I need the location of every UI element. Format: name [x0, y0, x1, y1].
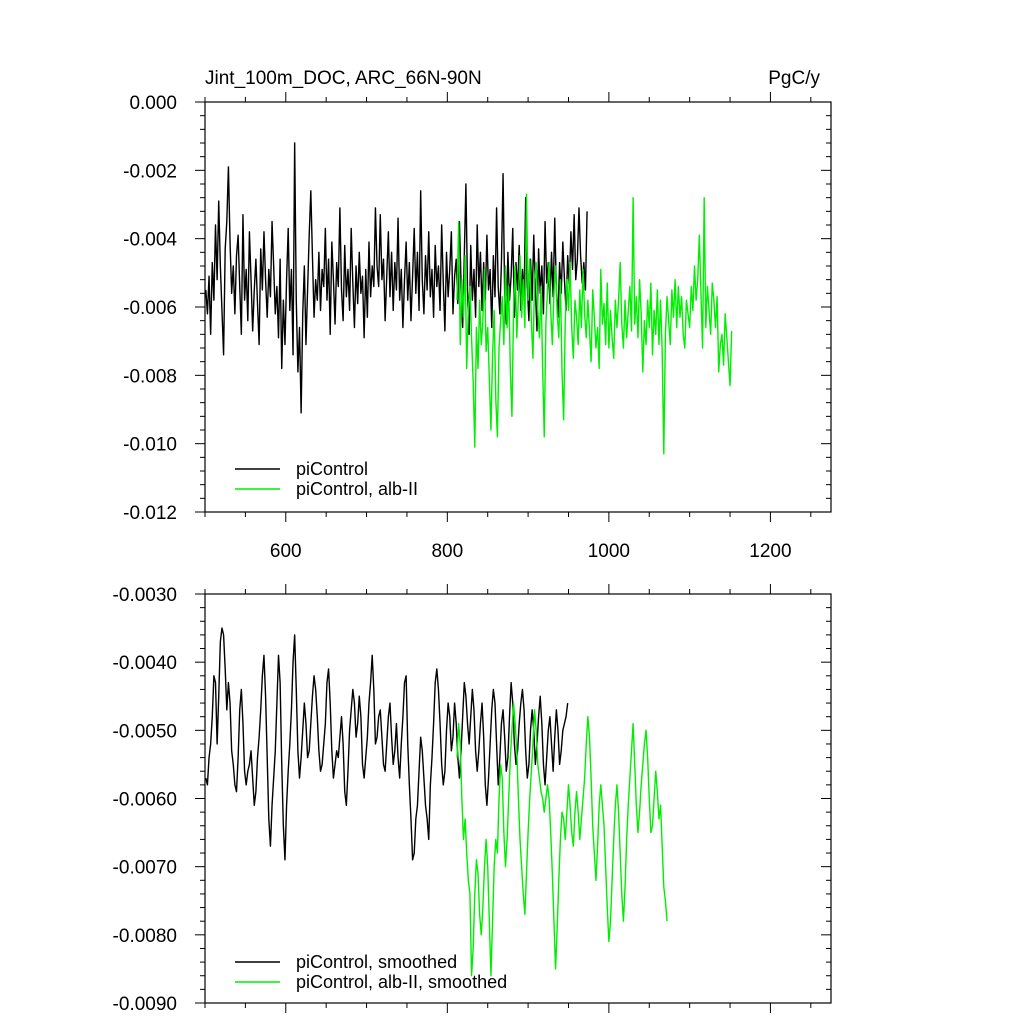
units-label: PgC/y: [768, 68, 820, 89]
y-tick-label: -0.004: [123, 230, 177, 251]
legend-label-alb-smoothed: piControl, alb-II, smoothed: [296, 972, 507, 992]
x-tick-label: 1000: [588, 541, 630, 562]
y-tick-label: -0.008: [123, 366, 177, 387]
top-legend: piControl piControl, alb-II: [235, 459, 418, 499]
bottom-legend: piControl, smoothed piControl, alb-II, s…: [235, 952, 507, 992]
y-tick-label: -0.0070: [113, 858, 177, 879]
y-tick-label: -0.010: [123, 435, 177, 456]
bottom-panel: -0.0030 -0.0040 -0.0050 -0.0060 -0.0070 -0.00…: [113, 584, 832, 1015]
y-tick-label: -0.0030: [113, 585, 177, 606]
top-plot-area: 600 800 1000 1200 0.000 -0.002 -0.004 -0.006 -0.…: [123, 92, 832, 562]
x-tick-label: 1200: [749, 541, 791, 562]
y-tick-label: -0.002: [123, 161, 177, 182]
legend-label-picontrol: piControl: [296, 459, 368, 479]
y-tick-label: 0.000: [129, 93, 177, 114]
y-tick-label: -0.0050: [113, 721, 177, 742]
y-tick-label: -0.0060: [113, 790, 177, 811]
series-line-1: [205, 627, 569, 861]
series-line-2: [456, 702, 668, 977]
legend-label-picontrol-smoothed: piControl, smoothed: [296, 952, 457, 972]
x-tick-label: 600: [270, 541, 302, 562]
series-line-2: [456, 193, 733, 455]
y-tick-label: -0.0090: [113, 994, 177, 1015]
bottom-plot-area: -0.0030 -0.0040 -0.0050 -0.0060 -0.0070 -0.00…: [113, 584, 832, 1015]
y-tick-label: -0.0040: [113, 653, 177, 674]
y-tick-label: -0.012: [123, 503, 177, 524]
y-tick-label: -0.0080: [113, 926, 177, 947]
legend-label-alb: piControl, alb-II: [296, 479, 418, 499]
x-tick-label: 800: [431, 541, 463, 562]
chart-title: Jint_100m_DOC, ARC_66N-90N: [205, 68, 482, 89]
top-panel: Jint_100m_DOC, ARC_66N-90N PgC/y 600 800 1…: [123, 68, 832, 562]
y-tick-label: -0.006: [123, 298, 177, 319]
